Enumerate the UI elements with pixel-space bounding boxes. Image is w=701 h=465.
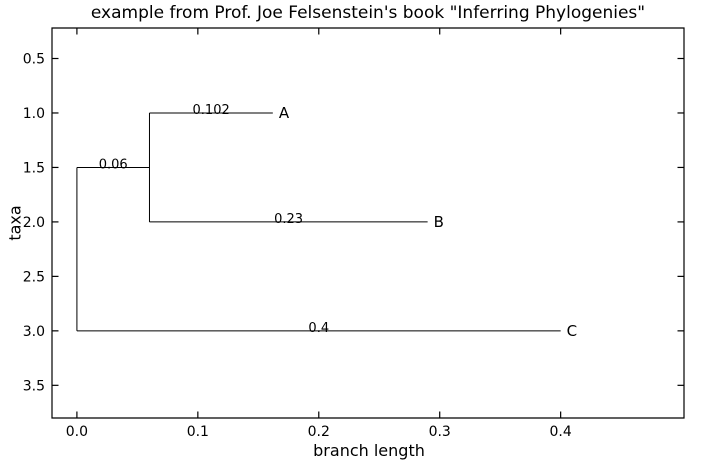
y-tick-label: 2.5: [23, 269, 45, 285]
y-tick-label: 2.0: [23, 215, 45, 231]
y-tick-label: 3.0: [23, 324, 45, 340]
chart-title: example from Prof. Joe Felsenstein's boo…: [90, 3, 646, 23]
axes-frame: [51, 27, 685, 419]
x-tick-label: 0.2: [308, 424, 330, 440]
branch-length-label: 0.4: [308, 321, 329, 336]
y-tick-label: 1.0: [23, 106, 45, 122]
branch-length-label: 0.23: [274, 212, 303, 227]
taxon-label: B: [434, 213, 444, 231]
x-tick-label: 0.4: [550, 424, 572, 440]
x-tick-label: 0.0: [66, 424, 88, 440]
branch-length-label: 0.102: [193, 103, 230, 118]
y-tick-label: 1.5: [23, 160, 45, 176]
x-axis-label: branch length: [313, 441, 425, 460]
taxon-label: C: [567, 322, 577, 340]
x-tick-label: 0.1: [187, 424, 209, 440]
branch-length-label: 0.06: [99, 157, 128, 172]
taxon-label: A: [279, 104, 290, 122]
y-tick-label: 3.5: [23, 378, 45, 394]
x-tick-label: 0.3: [429, 424, 451, 440]
y-tick-label: 0.5: [23, 52, 45, 68]
y-axis-label: taxa: [5, 205, 25, 241]
